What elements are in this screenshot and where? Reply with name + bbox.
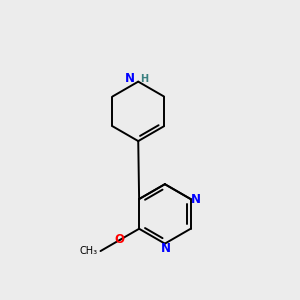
Text: H: H bbox=[140, 74, 148, 84]
Text: O: O bbox=[115, 233, 125, 246]
Text: N: N bbox=[161, 242, 171, 255]
Text: CH₃: CH₃ bbox=[80, 246, 98, 256]
Text: N: N bbox=[125, 72, 135, 85]
Text: N: N bbox=[191, 193, 201, 206]
